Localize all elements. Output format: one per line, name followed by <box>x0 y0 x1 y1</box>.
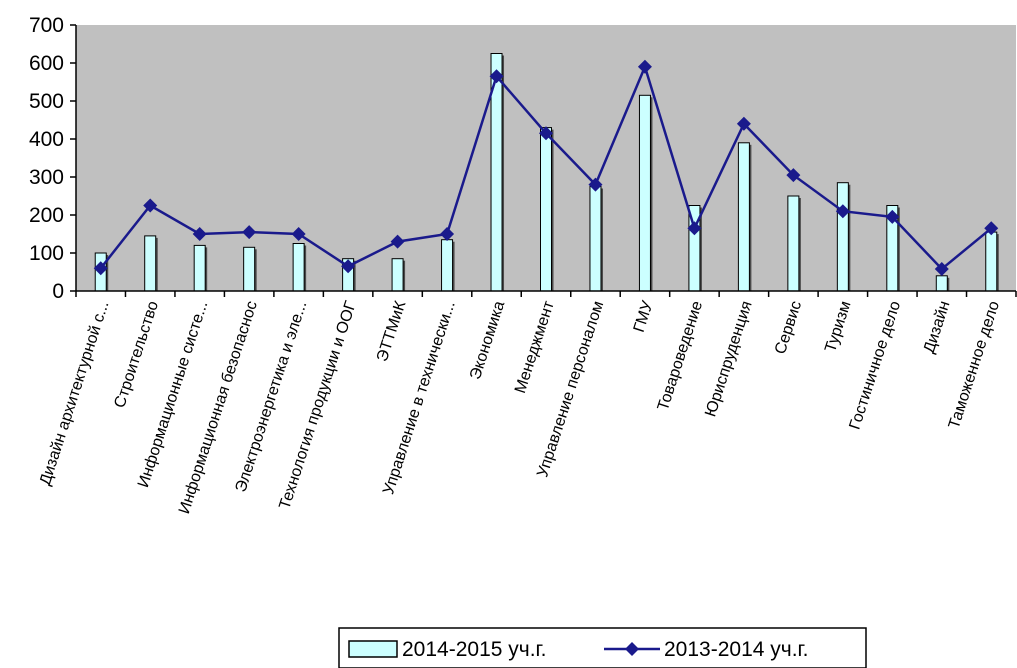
x-labels: Дизайн архитектурной с...СтроительствоИн… <box>37 298 1003 516</box>
line-point <box>291 227 306 241</box>
line-point <box>192 227 207 241</box>
bar <box>441 239 454 292</box>
line-point <box>143 198 158 213</box>
x-category-label: ГМУ <box>631 298 657 334</box>
x-category-label: Строительство <box>111 299 162 410</box>
legend-line-marker <box>625 642 639 656</box>
bar <box>935 275 948 292</box>
x-category-label: ЭТТМиК <box>374 298 410 363</box>
x-category-label: Гостиничное дело <box>847 299 905 432</box>
line-point <box>489 69 504 84</box>
line-point <box>341 259 356 274</box>
legend-box <box>338 627 867 668</box>
bar <box>292 243 305 292</box>
line-point <box>736 116 751 131</box>
line-point <box>835 204 850 219</box>
x-category-label: Сервис <box>772 299 805 356</box>
bar <box>836 182 849 292</box>
line-point <box>242 225 257 240</box>
y-tick-label: 100 <box>29 242 64 265</box>
legend-bar-label: 2014-2015 уч.г. <box>402 638 546 661</box>
x-category-label: Дизайн <box>921 299 954 355</box>
line-point <box>390 234 405 249</box>
line-point <box>687 221 702 236</box>
x-category-label: Дизайн архитектурной с... <box>37 299 113 488</box>
y-ticks: 0 100 200 300 400 500 600 700 <box>29 14 1017 303</box>
bar <box>540 127 552 292</box>
x-category-label: Менеджмент <box>512 298 558 395</box>
y-tick-label: 300 <box>29 166 64 189</box>
x-category-label: Таможенное дело <box>946 299 1003 431</box>
line-point <box>93 261 108 276</box>
x-category-label: Экономика <box>467 299 508 382</box>
bar <box>589 186 602 292</box>
legend-line-label: 2013-2014 уч.г. <box>664 638 808 661</box>
line-point <box>637 59 652 74</box>
line-point <box>588 177 603 192</box>
y-tick-label: 500 <box>29 90 64 113</box>
line-point <box>786 168 801 183</box>
line-point <box>934 261 949 276</box>
bar <box>243 246 256 292</box>
bar <box>144 235 157 292</box>
legend: 2014-2015 уч.г. 2013-2014 уч.г. <box>338 627 867 668</box>
bar <box>391 258 404 292</box>
legend-bar-swatch <box>348 640 398 658</box>
line-point <box>885 209 900 224</box>
line-point <box>440 227 455 241</box>
bar <box>638 94 651 292</box>
y-tick-label: 200 <box>29 204 64 227</box>
line-point <box>984 221 999 236</box>
x-category-label: Юриспруденция <box>702 299 755 419</box>
line-series <box>93 59 999 276</box>
bar <box>193 244 206 292</box>
line-point <box>539 126 553 141</box>
bar <box>985 231 998 292</box>
bar <box>737 142 750 292</box>
x-category-label: Туризм <box>822 299 855 355</box>
y-tick-label: 700 <box>29 14 64 37</box>
x-category-label: Товароведение <box>655 299 706 413</box>
bar <box>787 195 800 292</box>
y-tick-label: 0 <box>52 280 64 303</box>
y-tick-label: 400 <box>29 128 64 151</box>
y-tick-label: 600 <box>29 52 64 75</box>
